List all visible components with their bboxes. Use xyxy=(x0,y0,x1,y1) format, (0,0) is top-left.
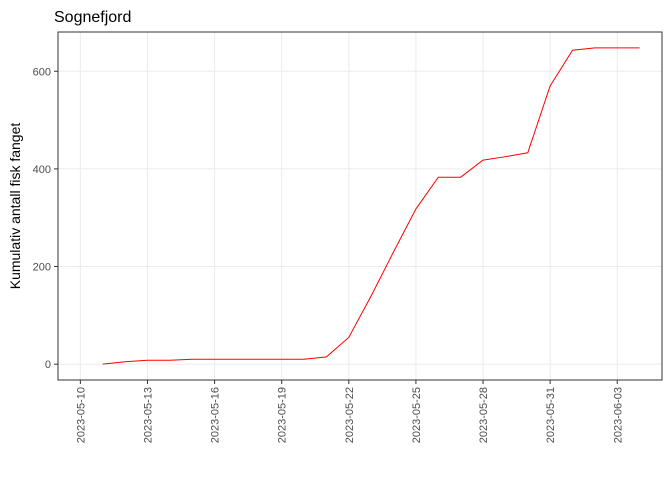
x-tick-label: 2023-05-31 xyxy=(545,387,557,443)
x-tick-label: 2023-05-13 xyxy=(142,387,154,443)
x-tick-label: 2023-05-28 xyxy=(478,387,490,443)
plot-background xyxy=(58,32,662,380)
data-line xyxy=(102,47,640,365)
chart-title: Sognefjord xyxy=(54,9,131,26)
y-axis-label: Kumulativ antall fisk fanget xyxy=(7,123,23,290)
y-tick-label: 0 xyxy=(45,359,51,371)
plot-border xyxy=(57,31,663,381)
x-tick-label: 2023-05-19 xyxy=(277,387,289,443)
x-tick-label: 2023-05-22 xyxy=(344,387,356,443)
x-tick-label: 2023-05-25 xyxy=(411,387,423,443)
x-tick-label: 2023-06-03 xyxy=(612,387,624,443)
y-tick-label: 400 xyxy=(33,164,51,176)
y-tick-label: 600 xyxy=(33,66,51,78)
y-tick-label: 200 xyxy=(33,262,51,274)
x-tick-label: 2023-05-10 xyxy=(75,387,87,443)
x-tick-label: 2023-05-16 xyxy=(210,387,222,443)
